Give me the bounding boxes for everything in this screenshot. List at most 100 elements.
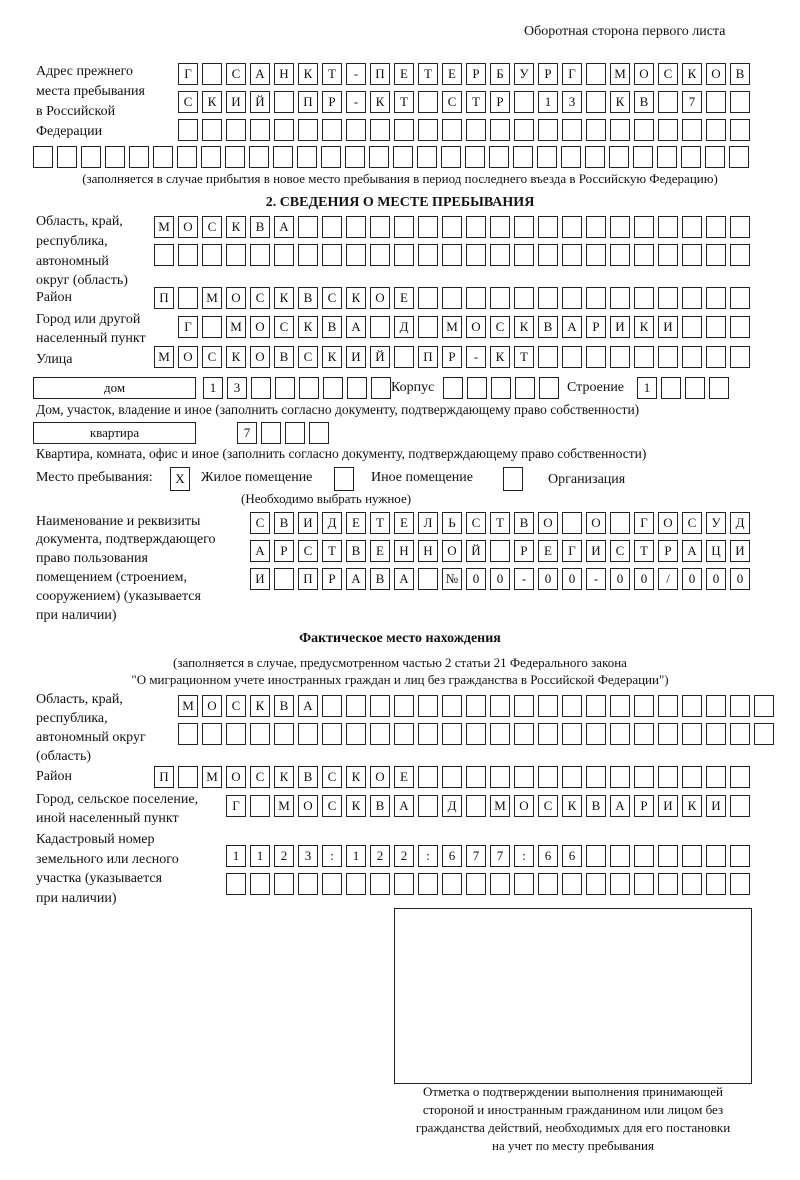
char-cell[interactable]: 1 [637, 377, 657, 399]
char-cell[interactable]: В [322, 316, 342, 338]
char-cell[interactable]: У [514, 63, 534, 85]
char-cell[interactable]: Ь [442, 512, 462, 534]
char-cell[interactable] [730, 346, 750, 368]
char-cell[interactable] [634, 723, 654, 745]
char-cell[interactable] [418, 216, 438, 238]
char-cell[interactable] [514, 216, 534, 238]
char-cell[interactable]: О [250, 346, 270, 368]
char-cell[interactable] [634, 695, 654, 717]
char-cell[interactable]: М [442, 316, 462, 338]
char-cell[interactable]: Н [394, 540, 414, 562]
char-cell[interactable]: Р [274, 540, 294, 562]
char-cell[interactable]: 6 [442, 845, 462, 867]
char-cell[interactable]: Р [466, 63, 486, 85]
char-cell[interactable]: Р [514, 540, 534, 562]
char-cell[interactable] [466, 244, 486, 266]
char-cell[interactable]: 3 [227, 377, 247, 399]
char-cell[interactable] [562, 873, 582, 895]
char-cell[interactable]: К [346, 795, 366, 817]
char-cell[interactable] [658, 873, 678, 895]
char-cell[interactable] [682, 766, 702, 788]
char-cell[interactable]: : [514, 845, 534, 867]
char-cell[interactable] [706, 287, 726, 309]
char-cell[interactable]: Г [634, 512, 654, 534]
char-cell[interactable]: И [706, 795, 726, 817]
char-cell[interactable]: Г [178, 63, 198, 85]
char-cell[interactable] [370, 119, 390, 141]
char-cell[interactable] [274, 91, 294, 113]
char-cell[interactable]: Р [490, 91, 510, 113]
char-cell[interactable] [394, 119, 414, 141]
char-cell[interactable]: К [202, 91, 222, 113]
char-cell[interactable] [586, 873, 606, 895]
char-cell[interactable] [418, 723, 438, 745]
char-cell[interactable]: В [370, 568, 390, 590]
char-cell[interactable] [730, 119, 750, 141]
char-cell[interactable] [610, 346, 630, 368]
char-cell[interactable]: М [154, 346, 174, 368]
char-cell[interactable] [442, 873, 462, 895]
char-cell[interactable] [418, 873, 438, 895]
char-cell[interactable] [538, 287, 558, 309]
char-cell[interactable] [634, 244, 654, 266]
char-cell[interactable] [322, 119, 342, 141]
char-cell[interactable]: 0 [538, 568, 558, 590]
char-cell[interactable] [538, 346, 558, 368]
char-cell[interactable] [706, 119, 726, 141]
char-cell[interactable] [562, 723, 582, 745]
char-cell[interactable]: К [298, 316, 318, 338]
char-cell[interactable]: О [466, 316, 486, 338]
char-cell[interactable] [514, 723, 534, 745]
char-cell[interactable]: О [226, 287, 246, 309]
char-cell[interactable] [513, 146, 533, 168]
char-cell[interactable]: К [226, 346, 246, 368]
char-cell[interactable]: Т [418, 63, 438, 85]
char-cell[interactable] [490, 723, 510, 745]
char-cell[interactable] [298, 873, 318, 895]
char-cell[interactable] [298, 119, 318, 141]
char-cell[interactable]: А [394, 568, 414, 590]
char-cell[interactable] [346, 873, 366, 895]
char-cell[interactable]: И [586, 540, 606, 562]
char-cell[interactable] [285, 422, 305, 444]
char-cell[interactable] [538, 873, 558, 895]
char-cell[interactable] [562, 244, 582, 266]
char-cell[interactable] [682, 119, 702, 141]
char-cell[interactable]: В [298, 766, 318, 788]
char-cell[interactable] [225, 146, 245, 168]
char-cell[interactable]: И [226, 91, 246, 113]
char-cell[interactable] [490, 216, 510, 238]
char-cell[interactable] [346, 216, 366, 238]
char-cell[interactable] [634, 766, 654, 788]
char-cell[interactable] [682, 845, 702, 867]
char-cell[interactable]: 7 [490, 845, 510, 867]
char-cell[interactable]: Р [586, 316, 606, 338]
house-type-field[interactable]: дом [33, 377, 196, 399]
char-cell[interactable] [754, 695, 774, 717]
char-cell[interactable] [586, 346, 606, 368]
char-cell[interactable] [467, 377, 487, 399]
char-cell[interactable] [490, 287, 510, 309]
char-cell[interactable]: О [178, 346, 198, 368]
char-cell[interactable] [609, 146, 629, 168]
char-cell[interactable]: Н [274, 63, 294, 85]
char-cell[interactable] [730, 216, 750, 238]
char-cell[interactable]: Б [490, 63, 510, 85]
char-cell[interactable]: П [370, 63, 390, 85]
char-cell[interactable]: А [346, 568, 366, 590]
char-cell[interactable]: С [322, 766, 342, 788]
char-cell[interactable] [706, 216, 726, 238]
char-cell[interactable] [275, 377, 295, 399]
char-cell[interactable] [706, 346, 726, 368]
char-cell[interactable] [538, 695, 558, 717]
char-cell[interactable] [633, 146, 653, 168]
char-cell[interactable] [441, 146, 461, 168]
char-cell[interactable] [586, 244, 606, 266]
char-cell[interactable] [346, 695, 366, 717]
char-cell[interactable]: 7 [466, 845, 486, 867]
char-cell[interactable]: Й [370, 346, 390, 368]
char-cell[interactable] [586, 119, 606, 141]
char-cell[interactable] [682, 695, 702, 717]
char-cell[interactable]: О [634, 63, 654, 85]
char-cell[interactable]: Д [442, 795, 462, 817]
